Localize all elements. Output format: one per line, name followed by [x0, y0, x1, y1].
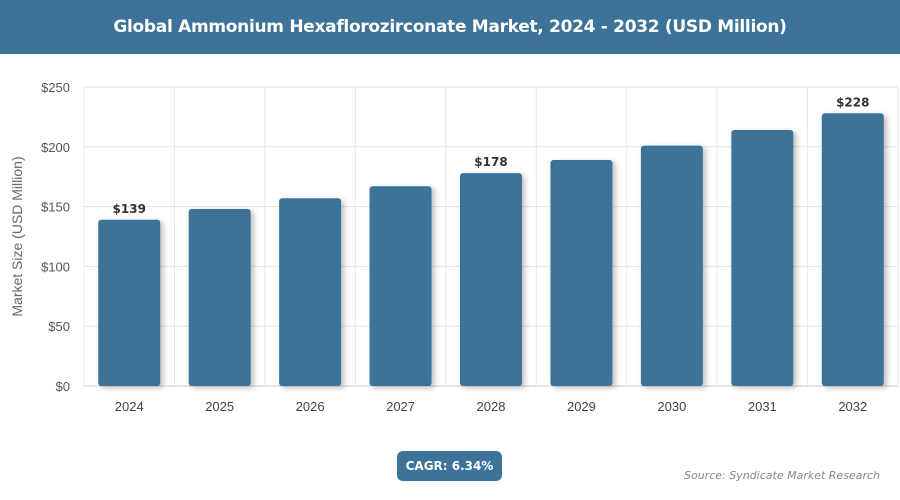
x-tick-label: 2031	[748, 399, 777, 414]
bar-2024	[98, 219, 161, 386]
data-label: $228	[836, 95, 869, 109]
x-tick-label: 2032	[838, 399, 867, 414]
bar-2028	[460, 173, 522, 386]
bar-2025	[188, 208, 251, 386]
bar-2026	[279, 198, 342, 386]
x-tick-label: 2027	[386, 399, 415, 414]
x-tick-label: 2024	[115, 399, 144, 414]
chart-title: Global Ammonium Hexaflorozirconate Marke…	[0, 0, 900, 54]
data-label: $139	[113, 202, 146, 216]
y-tick-label: $100	[41, 259, 70, 274]
y-tick-label: $200	[41, 140, 70, 155]
data-label: $178	[474, 155, 507, 169]
y-tick-label: $250	[41, 80, 70, 95]
x-tick-label: 2026	[296, 399, 325, 414]
y-axis-title: Market Size (USD Million)	[9, 156, 25, 316]
bar-2030	[640, 145, 703, 386]
y-tick-label: $150	[41, 200, 70, 215]
y-tick-label: $50	[48, 319, 70, 334]
x-tick-label: 2029	[567, 399, 596, 414]
source-note: Source: Syndicate Market Research	[684, 469, 880, 482]
x-tick-label: 2025	[205, 399, 234, 414]
x-tick-label: 2028	[477, 399, 506, 414]
cagr-badge: CAGR: 6.34%	[397, 451, 502, 481]
bar-2031	[731, 130, 794, 386]
bar-2027	[369, 186, 432, 386]
bar-2032	[821, 113, 884, 386]
y-tick-label: $0	[56, 379, 70, 394]
bar-2029	[550, 159, 613, 386]
x-tick-label: 2030	[657, 399, 686, 414]
